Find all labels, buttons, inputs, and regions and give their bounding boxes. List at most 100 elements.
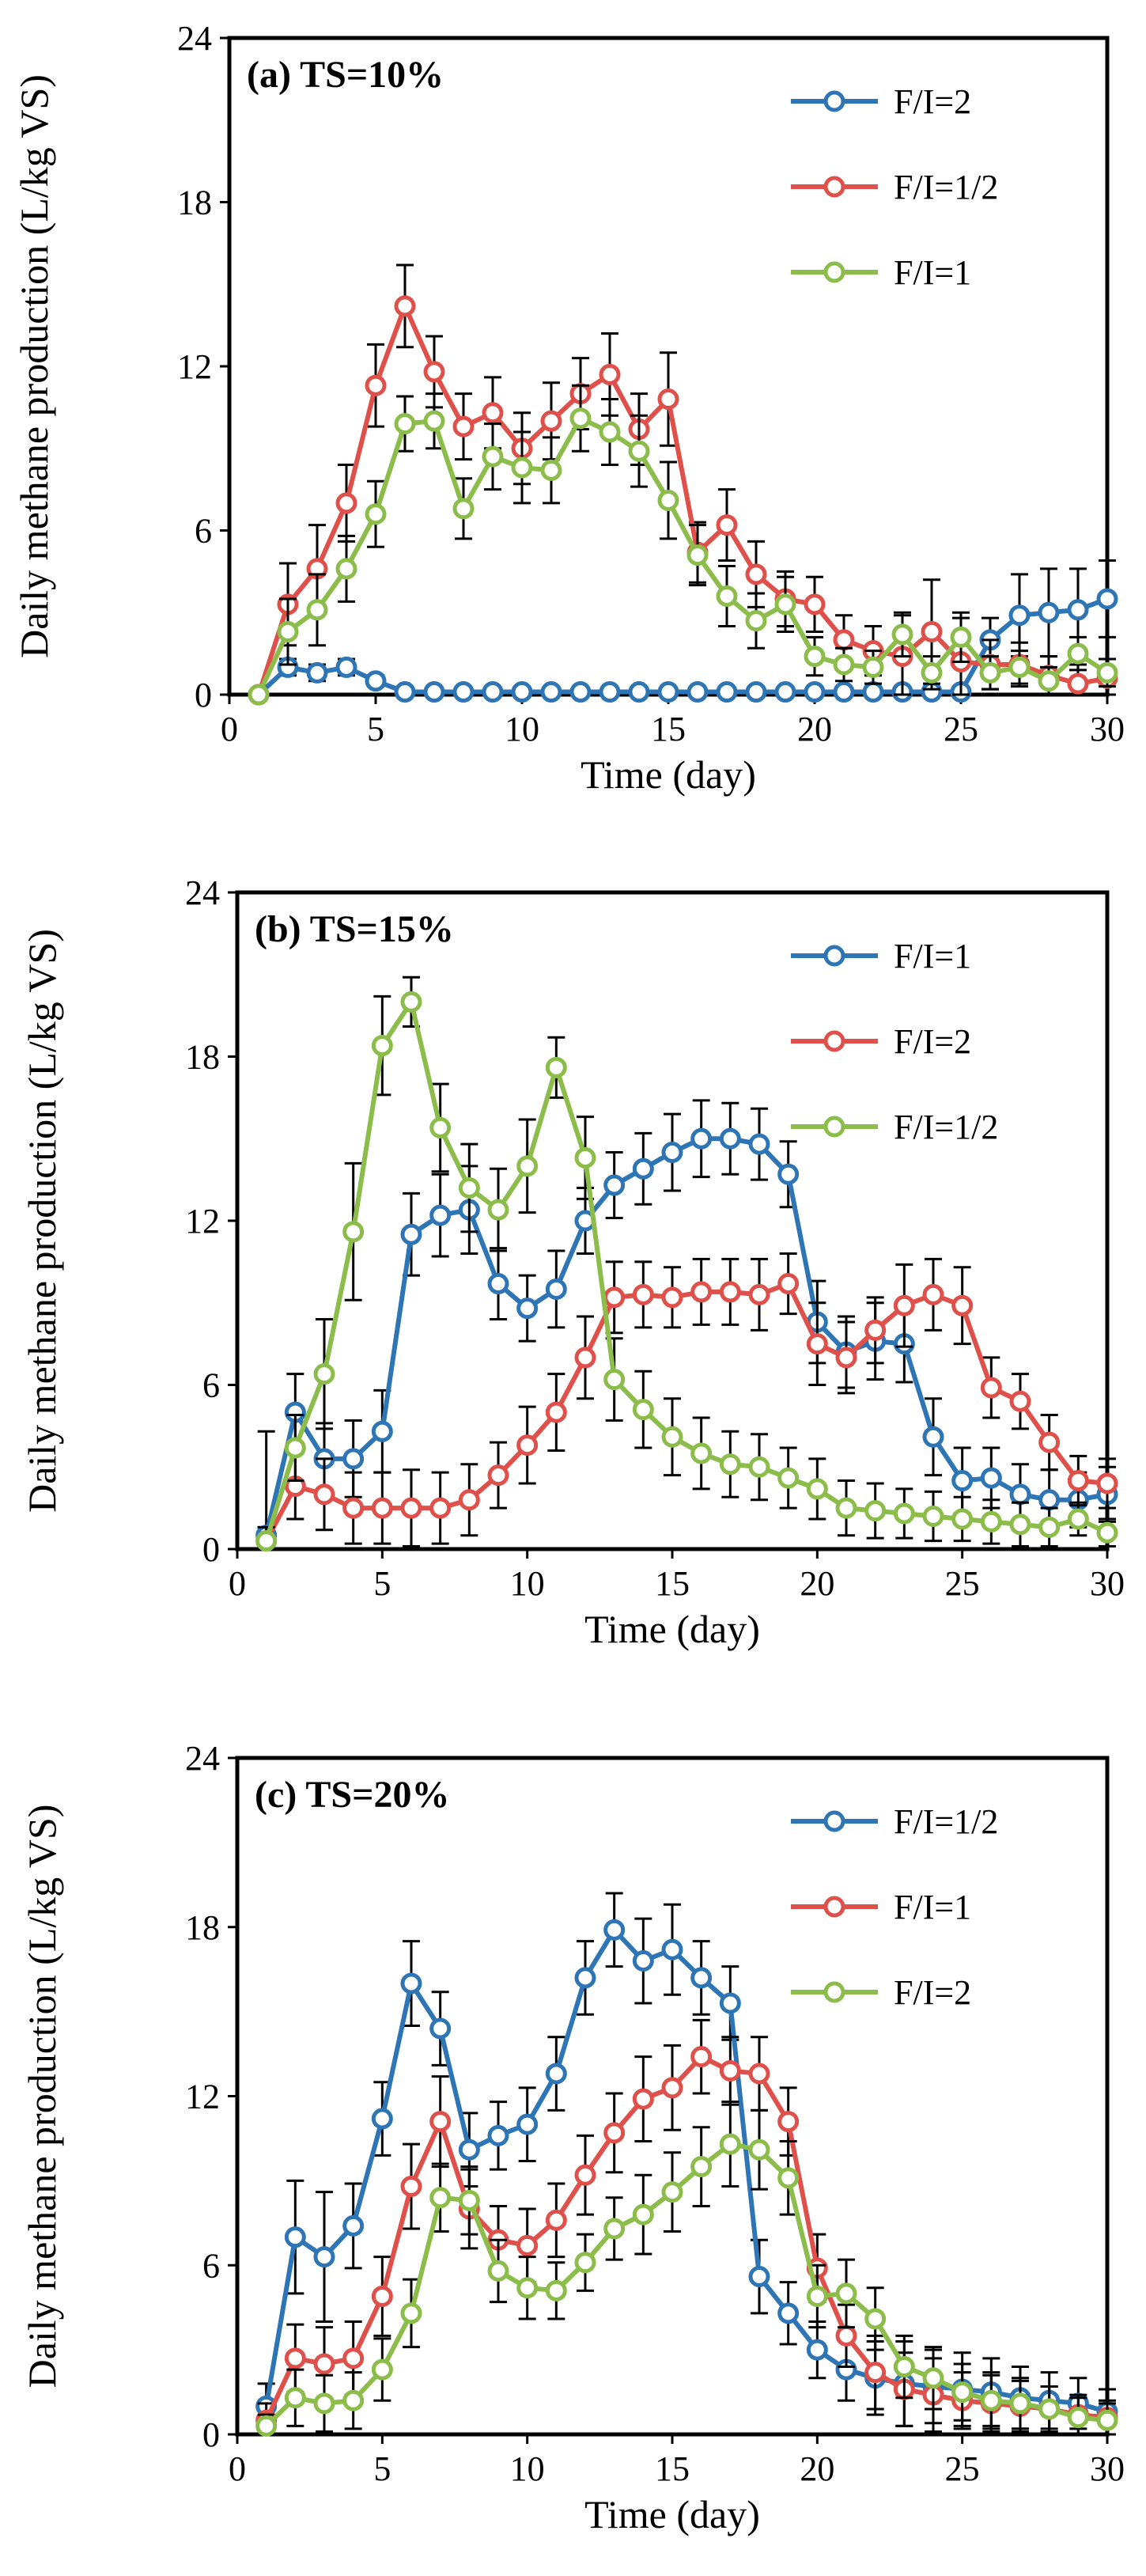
y-tick-label: 12 <box>185 1202 220 1241</box>
legend-entry: F/I=1/2 <box>791 1802 998 1841</box>
x-tick-label: 10 <box>505 710 539 748</box>
data-point <box>313 2353 335 2375</box>
data-point <box>661 1938 683 1960</box>
data-point <box>1038 1431 1061 1453</box>
y-tick-label: 0 <box>202 2415 220 2454</box>
legend-swatch-marker <box>823 1810 845 1832</box>
data-point <box>452 681 475 703</box>
legend-entry: F/I=2 <box>791 1973 971 2012</box>
data-point <box>1067 642 1089 665</box>
data-point <box>632 2203 654 2226</box>
data-point <box>921 620 943 642</box>
data-point <box>487 1464 509 1487</box>
x-axis-title: Time (day) <box>584 1607 760 1651</box>
legend-swatch-marker <box>823 1030 845 1052</box>
data-point <box>603 1369 626 1391</box>
data-point <box>862 681 884 703</box>
data-point <box>835 1347 857 1369</box>
data-point <box>1038 1516 1061 1538</box>
data-point <box>632 2088 654 2110</box>
x-tick-label: 10 <box>510 1564 545 1603</box>
y-tick-label: 18 <box>185 1908 220 1947</box>
data-point <box>306 661 328 684</box>
data-point <box>1067 599 1089 621</box>
data-point <box>423 361 445 383</box>
series-F/I=2 <box>255 1252 1118 1552</box>
y-tick-label: 12 <box>177 347 212 386</box>
data-point <box>748 1133 770 1155</box>
data-point <box>657 681 679 703</box>
data-point <box>748 2266 770 2287</box>
data-point <box>1008 656 1031 678</box>
data-point <box>603 2122 626 2144</box>
data-point <box>922 2367 944 2389</box>
data-point <box>951 1470 974 1492</box>
legend-label: F/I=2 <box>894 1022 971 1061</box>
panel-title: (c) TS=20% <box>255 1774 449 1816</box>
data-point <box>335 558 357 580</box>
data-point <box>1096 2409 1118 2431</box>
y-tick-label: 6 <box>202 2246 220 2285</box>
y-tick-label: 24 <box>185 873 220 912</box>
x-tick-label: 15 <box>655 1564 690 1603</box>
legend-swatch-marker <box>823 945 845 967</box>
legend-swatch-marker <box>823 261 845 283</box>
series-F/I=1/2 <box>255 975 1118 1552</box>
data-point <box>487 1199 509 1221</box>
data-point <box>686 681 709 703</box>
y-tick-label: 6 <box>202 1366 220 1405</box>
data-point <box>806 2339 828 2361</box>
data-point <box>313 1363 335 1385</box>
y-axis-title: Daily methane production (L/kg VS) <box>20 929 64 1513</box>
data-point <box>716 585 738 607</box>
data-point <box>400 2176 422 2197</box>
data-point <box>394 681 416 703</box>
data-point <box>806 1333 828 1355</box>
data-point <box>429 2017 452 2040</box>
data-point <box>313 2392 335 2415</box>
data-point <box>458 1489 480 1511</box>
data-point <box>864 1500 887 1522</box>
data-point <box>394 295 416 317</box>
data-point <box>599 363 621 385</box>
data-point <box>690 1127 713 1150</box>
data-point <box>748 1283 770 1305</box>
data-point <box>458 1177 480 1199</box>
data-point <box>371 2358 393 2381</box>
data-point <box>569 681 592 703</box>
data-point <box>545 2209 567 2231</box>
data-point <box>487 2260 509 2282</box>
data-point <box>1009 2392 1031 2415</box>
data-point <box>893 2356 915 2377</box>
y-tick-label: 12 <box>185 2078 220 2116</box>
data-point <box>603 1286 626 1309</box>
data-point <box>284 2347 306 2370</box>
data-point <box>1067 1508 1089 1530</box>
data-point <box>277 620 299 642</box>
data-point <box>745 563 767 585</box>
data-point <box>365 503 387 525</box>
data-point <box>835 2324 857 2347</box>
data-point <box>400 1223 422 1245</box>
data-point <box>516 2113 539 2135</box>
legend-entry: F/I=2 <box>791 1022 971 1061</box>
data-point <box>777 2111 800 2133</box>
data-point <box>574 1146 596 1169</box>
data-point <box>921 661 943 684</box>
legend-entry: F/I=1 <box>791 937 971 975</box>
data-point <box>1009 1390 1031 1412</box>
data-point <box>980 2389 1002 2411</box>
data-point <box>661 2181 683 2203</box>
data-point <box>487 2124 509 2146</box>
data-point <box>516 1297 539 1320</box>
data-point <box>371 1497 393 1519</box>
data-point <box>719 1992 741 2014</box>
data-point <box>891 623 913 646</box>
data-point <box>661 1426 683 1448</box>
data-point <box>545 2279 567 2301</box>
data-point <box>1038 670 1060 692</box>
data-point <box>429 2111 452 2133</box>
data-point <box>342 2347 365 2370</box>
data-point <box>951 1508 974 1530</box>
x-tick-label: 5 <box>373 2449 391 2488</box>
